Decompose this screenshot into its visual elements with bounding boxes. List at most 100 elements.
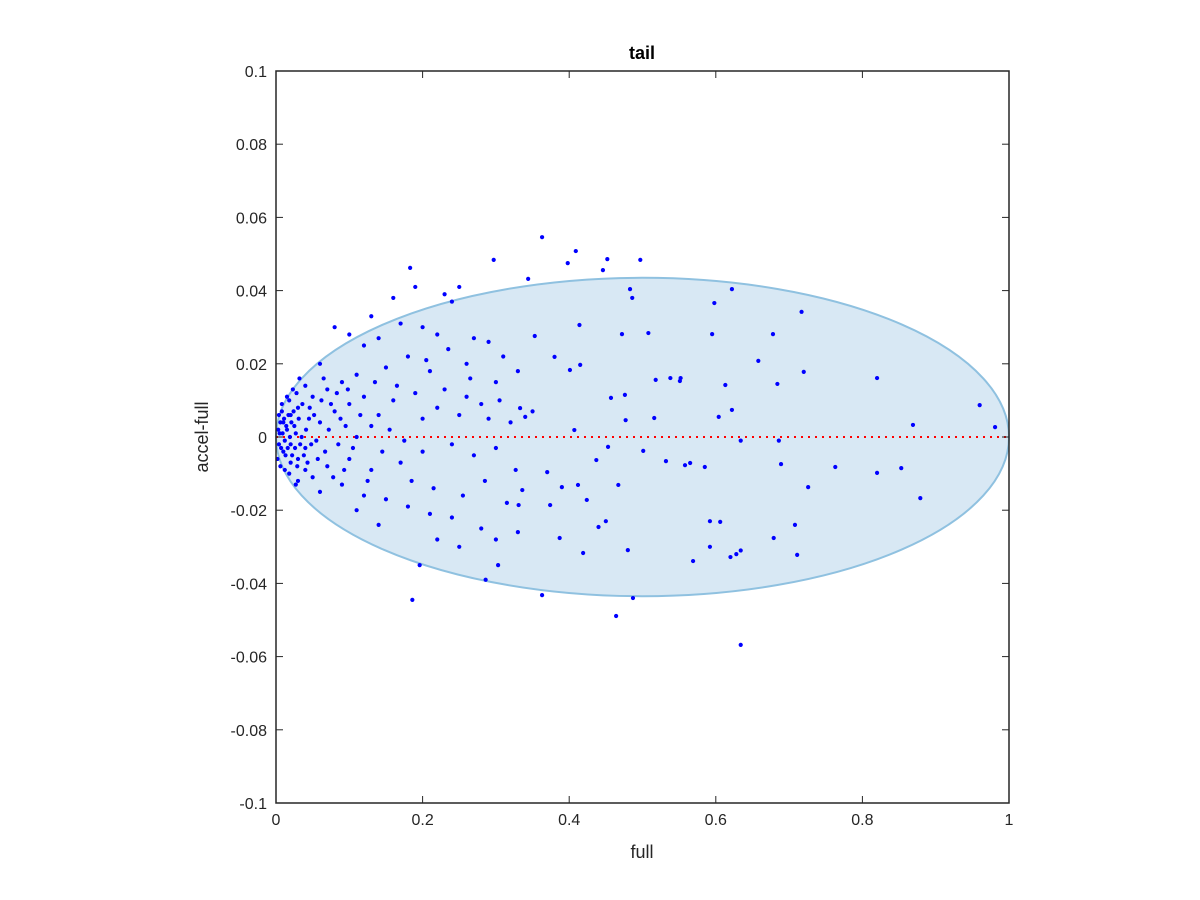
data-point <box>303 467 308 473</box>
data-point <box>310 475 315 480</box>
data-point <box>276 427 281 432</box>
data-point <box>605 444 611 449</box>
data-point <box>513 467 518 473</box>
data-point <box>486 339 491 344</box>
data-point <box>402 438 407 443</box>
data-point <box>577 322 582 328</box>
data-point <box>495 563 501 568</box>
data-point <box>380 449 385 454</box>
data-point <box>627 287 633 292</box>
data-point <box>276 442 282 447</box>
plot-area <box>275 70 1010 804</box>
data-point <box>398 321 403 326</box>
data-point <box>398 460 403 465</box>
data-point <box>328 401 334 407</box>
data-point <box>325 387 330 392</box>
data-point <box>279 445 284 451</box>
data-point <box>284 423 289 429</box>
data-point <box>339 380 345 385</box>
data-point <box>354 372 359 377</box>
data-point <box>622 392 628 398</box>
x-tick-label: 0.4 <box>558 812 580 829</box>
data-point <box>376 412 381 418</box>
data-point <box>516 502 521 508</box>
data-point <box>707 519 713 524</box>
data-point <box>286 412 291 418</box>
data-point <box>307 405 312 410</box>
y-tick-label: 0 <box>258 430 267 447</box>
data-point <box>545 470 550 475</box>
data-point <box>638 257 643 262</box>
data-point <box>383 497 389 502</box>
data-point <box>517 405 523 411</box>
data-point <box>336 442 341 447</box>
data-point <box>281 449 286 454</box>
data-point <box>710 332 715 337</box>
data-point <box>801 369 806 374</box>
data-point <box>910 422 916 428</box>
data-point <box>365 478 370 484</box>
data-point <box>605 257 610 262</box>
data-point <box>314 438 319 443</box>
data-point <box>303 445 308 451</box>
data-point <box>361 343 367 348</box>
data-point <box>539 593 545 598</box>
data-point <box>295 456 301 462</box>
data-point <box>413 390 418 396</box>
y-tick-label: 0.08 <box>236 137 267 154</box>
data-point <box>449 442 455 447</box>
data-point <box>287 434 293 440</box>
data-point <box>457 284 462 290</box>
data-point <box>317 361 323 366</box>
data-point <box>347 401 352 407</box>
data-point <box>278 420 283 425</box>
data-point <box>520 487 525 493</box>
data-point <box>532 333 537 339</box>
data-point <box>778 461 784 467</box>
data-point <box>284 427 290 432</box>
data-point <box>288 460 293 465</box>
data-point <box>278 464 283 469</box>
data-point <box>728 554 733 560</box>
data-point <box>285 445 290 451</box>
data-point <box>297 376 302 381</box>
data-point <box>497 398 502 403</box>
data-point <box>468 376 473 381</box>
data-point <box>682 463 688 468</box>
data-point <box>276 412 282 418</box>
data-point <box>283 453 288 458</box>
data-point <box>369 314 374 319</box>
data-point <box>300 401 305 407</box>
data-point <box>417 563 422 568</box>
data-point <box>723 382 728 388</box>
data-point <box>321 376 326 381</box>
data-point <box>619 332 625 337</box>
data-point <box>799 309 804 314</box>
data-point <box>279 401 284 407</box>
data-point <box>575 482 581 488</box>
x-tick-label: 0.2 <box>411 812 433 829</box>
x-tick-label: 0.8 <box>851 812 873 829</box>
y-tick-label: -0.02 <box>231 503 268 520</box>
data-point <box>361 394 367 399</box>
data-point <box>718 519 723 525</box>
data-point <box>565 261 570 266</box>
data-point <box>376 522 381 527</box>
data-point <box>427 511 433 516</box>
data-point <box>295 405 301 410</box>
data-point <box>515 369 520 374</box>
data-point <box>350 445 356 451</box>
data-point <box>833 464 838 470</box>
data-point <box>899 466 904 471</box>
data-point <box>309 442 314 447</box>
data-point <box>294 390 299 396</box>
data-point <box>279 409 284 414</box>
data-point <box>471 336 477 341</box>
x-tick-label: 0 <box>272 812 281 829</box>
data-point <box>449 299 455 304</box>
data-point <box>471 453 477 458</box>
data-point <box>303 383 308 388</box>
data-point <box>573 248 578 254</box>
data-point <box>287 398 292 403</box>
